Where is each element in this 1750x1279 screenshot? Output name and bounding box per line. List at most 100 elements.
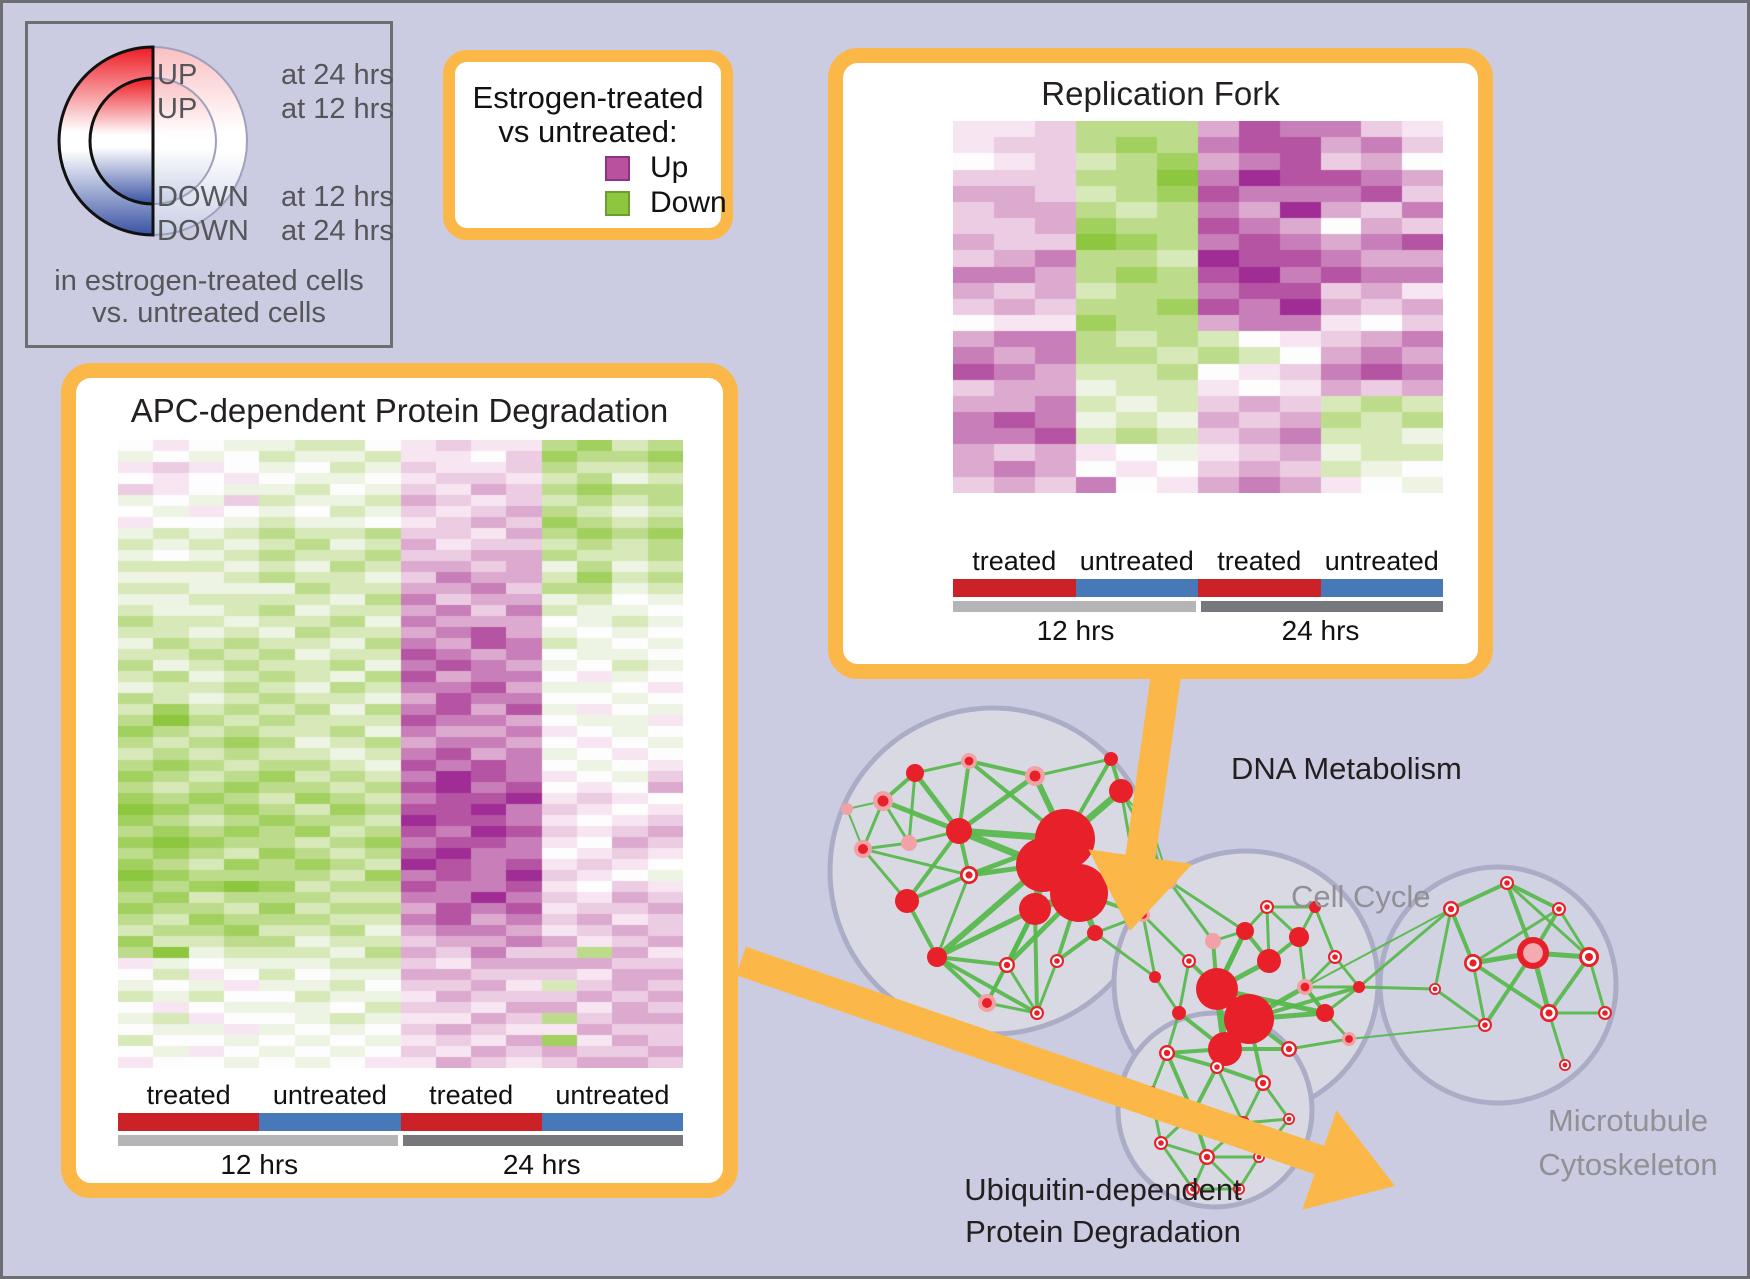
network-node — [1186, 1182, 1200, 1196]
network-node — [1196, 968, 1238, 1010]
time-labels: 12 hrs 24 hrs — [118, 1149, 683, 1181]
network-node — [1159, 1045, 1175, 1061]
network-node — [1210, 1060, 1224, 1074]
scale-time: at 12 hrs — [281, 93, 394, 125]
updown-key-panel: Estrogen-treated vs untreated: Up Down — [443, 50, 733, 240]
microtubule-cytoskeleton-label: Microtubule Cytoskeleton — [1508, 1099, 1747, 1187]
network-node — [1281, 1041, 1297, 1057]
time-bars — [953, 601, 1443, 612]
condition-label: treated — [429, 1080, 514, 1110]
network-node — [1478, 1018, 1492, 1032]
network-node — [1353, 981, 1365, 993]
scale-time: at 24 hrs — [281, 59, 394, 91]
condition-labels: treated untreated treated untreated — [953, 546, 1443, 577]
condition-label: treated — [146, 1080, 231, 1110]
time-label: 24 hrs — [502, 1149, 581, 1180]
time-label: 12 hrs — [1036, 615, 1115, 646]
untreated-bar — [541, 1113, 683, 1131]
microtubule-label-line1: Microtubule — [1547, 1103, 1709, 1138]
up-color-swatch — [605, 155, 630, 181]
condition-color-bars — [118, 1113, 683, 1131]
network-node — [1429, 983, 1441, 995]
network-nodes — [841, 752, 1612, 1196]
network-node — [1182, 954, 1196, 968]
condition-label: untreated — [555, 1080, 670, 1110]
network-node — [1025, 766, 1045, 786]
down-color-swatch — [605, 190, 630, 216]
network-node — [960, 866, 978, 884]
network-node — [906, 764, 924, 782]
key-item-label: Down — [650, 186, 727, 219]
ubiquitin-label-line1: Ubiquitin-dependent — [964, 1172, 1242, 1207]
color-scale-legend: UP at 24 hrs UP at 12 hrs DOWN at 12 hrs… — [25, 21, 394, 348]
network-node — [841, 803, 853, 815]
time-bars — [118, 1135, 683, 1146]
condition-label: untreated — [272, 1080, 387, 1110]
network-node — [1104, 752, 1118, 766]
condition-color-bars — [953, 579, 1443, 597]
key-title-line1: Estrogen-treated — [472, 80, 704, 115]
apc-panel: APC-dependent Protein Degradation treate… — [61, 363, 738, 1198]
scale-direction: UP — [157, 59, 198, 91]
network-node — [1224, 994, 1274, 1044]
time-label: 12 hrs — [220, 1149, 299, 1180]
network-node — [978, 994, 996, 1012]
network-node — [1297, 979, 1313, 995]
network-node — [999, 957, 1015, 973]
key-item-label: Up — [650, 151, 689, 184]
network-node — [1233, 1183, 1245, 1195]
scale-caption-line1: in estrogen-treated cells — [54, 265, 364, 297]
time-bar-12hrs — [118, 1135, 398, 1146]
network-node — [1205, 933, 1221, 949]
scale-direction: UP — [157, 93, 198, 125]
arrow-apc-to-ubiquitin — [736, 946, 1395, 1210]
network-node — [1517, 937, 1549, 969]
network-node — [1087, 925, 1103, 941]
condition-label: untreated — [1079, 546, 1194, 576]
cell-cycle-label: Cell Cycle — [1291, 879, 1431, 914]
key-item-up: Up — [605, 151, 688, 185]
network-node — [873, 791, 893, 811]
untreated-bar — [259, 1113, 401, 1131]
network-node — [1236, 922, 1254, 940]
scale-time: at 24 hrs — [281, 215, 394, 247]
scale-direction: DOWN — [157, 181, 249, 213]
network-node — [1464, 954, 1482, 972]
network-node — [1260, 900, 1274, 914]
network-node — [1283, 1113, 1295, 1125]
network-node — [961, 753, 977, 769]
ubiquitin-label-line2: Protein Degradation — [965, 1214, 1241, 1249]
network-node — [901, 835, 917, 851]
network-node — [927, 947, 947, 967]
network-node — [1289, 927, 1309, 947]
network-node — [1199, 1149, 1215, 1165]
untreated-bar — [1075, 579, 1198, 597]
scale-direction: DOWN — [157, 215, 249, 247]
network-node — [1019, 893, 1051, 925]
network-node — [1328, 950, 1342, 964]
network-node — [1030, 1006, 1044, 1020]
replication-fork-panel: Replication Fork treated untreated treat… — [828, 48, 1493, 679]
network-node — [895, 889, 919, 913]
treated-bar — [118, 1113, 260, 1131]
condition-labels: treated untreated treated untreated — [118, 1080, 683, 1111]
scale-time: at 12 hrs — [281, 181, 394, 213]
network-node — [854, 840, 872, 858]
time-bar-24hrs — [403, 1135, 683, 1146]
dna-metabolism-label: DNA Metabolism — [1231, 751, 1462, 786]
network-node — [1559, 1059, 1571, 1071]
network-node — [1109, 779, 1133, 803]
condition-label: treated — [972, 546, 1057, 576]
network-node — [1255, 1075, 1271, 1091]
network-node — [1552, 902, 1566, 916]
key-title-line2: vs untreated: — [498, 114, 678, 149]
treated-bar — [953, 579, 1076, 597]
arrow-replication-to-dna-metabolism — [1088, 672, 1193, 931]
network-node — [1598, 1006, 1612, 1020]
microtubule-label-line2: Cytoskeleton — [1538, 1147, 1718, 1182]
ubiquitin-degradation-label: Ubiquitin-dependent Protein Degradation — [938, 1169, 1268, 1253]
panel-title: Replication Fork — [1041, 75, 1280, 112]
time-bar-12hrs — [953, 601, 1196, 612]
scale-caption-line2: vs. untreated cells — [92, 297, 326, 329]
